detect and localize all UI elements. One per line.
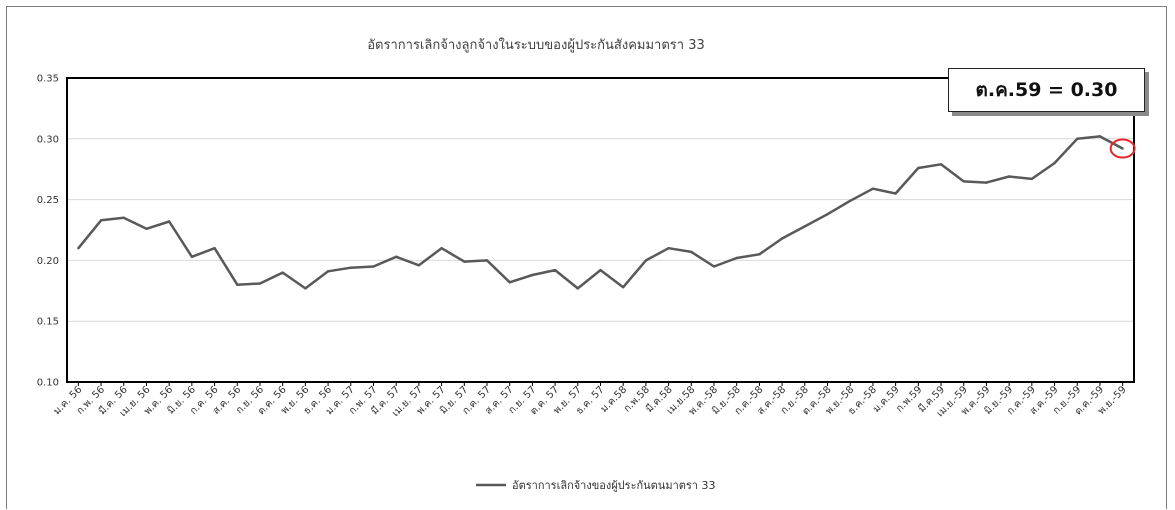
data-point: [826, 212, 829, 216]
legend: อัตราการเลิกจ้างของผู้ประกันตนมาตรา 33: [476, 479, 715, 492]
data-point: [780, 237, 784, 240]
y-tick-label: 0.25: [37, 195, 59, 206]
highlight-circle: [1109, 138, 1136, 159]
y-tick-label: 0.30: [37, 134, 59, 145]
data-point: [894, 192, 897, 195]
data-point: [236, 283, 239, 286]
data-point: [962, 180, 965, 183]
data-point: [871, 187, 875, 190]
line-chart: อัตราการเลิกจ้างลูกจ้างในระบบของผู้ประกั…: [37, 37, 1136, 492]
data-point: [690, 250, 693, 254]
data-point: [122, 216, 125, 220]
data-point: [190, 255, 194, 258]
series-lines: [77, 135, 1124, 290]
value-callout: ต.ค.59 = 0.30: [948, 68, 1145, 112]
data-point: [77, 247, 80, 250]
data-point: [145, 227, 148, 230]
data-point: [849, 199, 852, 203]
data-point: [394, 255, 398, 258]
data-point: [735, 256, 738, 260]
y-tick-label: 0.35: [37, 74, 59, 85]
data-point: [644, 259, 648, 262]
data-point: [213, 247, 216, 250]
y-tick-label: 0.20: [37, 256, 59, 267]
data-point: [667, 247, 670, 250]
data-point: [599, 268, 602, 272]
highlight-marker: [1109, 138, 1136, 159]
data-point: [508, 281, 511, 284]
data-point: [985, 181, 988, 184]
data-point: [1007, 175, 1011, 178]
data-point: [99, 219, 103, 222]
data-point: [485, 259, 489, 262]
data-point: [1030, 177, 1034, 181]
data-point: [372, 265, 375, 268]
data-point: [622, 285, 625, 289]
data-point: [349, 266, 352, 269]
data-point: [576, 287, 579, 290]
data-point: [440, 247, 443, 250]
data-point: [167, 220, 171, 223]
data-point: [304, 287, 307, 290]
data-point: [553, 268, 557, 272]
data-point: [917, 166, 920, 170]
data-point: [258, 282, 262, 285]
data-point: [531, 273, 534, 277]
y-tick-label: 0.10: [37, 378, 59, 389]
gridlines: [67, 77, 1134, 383]
data-point: [1121, 147, 1124, 150]
data-point: [281, 271, 284, 274]
data-point: [1053, 161, 1056, 165]
legend-label: อัตราการเลิกจ้างของผู้ประกันตนมาตรา 33: [512, 479, 715, 492]
chart-title: อัตราการเลิกจ้างลูกจ้างในระบบของผู้ประกั…: [367, 37, 705, 53]
data-point: [463, 260, 466, 263]
data-point: [712, 265, 716, 268]
y-axis-ticks: 0.10 0.15 0.20 0.25 0.30 0.35: [37, 74, 59, 389]
data-point: [939, 163, 943, 166]
data-point: [803, 225, 807, 228]
plot-area-border: [66, 77, 1135, 383]
series-line: [77, 135, 1124, 290]
data-point: [1076, 137, 1079, 140]
data-point: [758, 253, 761, 256]
y-tick-label: 0.15: [37, 317, 59, 328]
data-point: [326, 270, 330, 273]
data-point: [417, 264, 421, 267]
axes: [66, 77, 1135, 383]
data-point: [1098, 135, 1102, 138]
